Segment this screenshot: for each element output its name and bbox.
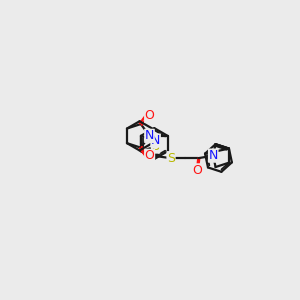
Text: O: O — [145, 110, 154, 122]
Text: N: N — [151, 134, 160, 147]
Text: N: N — [208, 149, 218, 162]
Text: O: O — [192, 164, 202, 177]
Text: S: S — [167, 152, 175, 165]
Text: N: N — [145, 129, 154, 142]
Text: S: S — [152, 140, 160, 153]
Text: O: O — [145, 149, 154, 162]
